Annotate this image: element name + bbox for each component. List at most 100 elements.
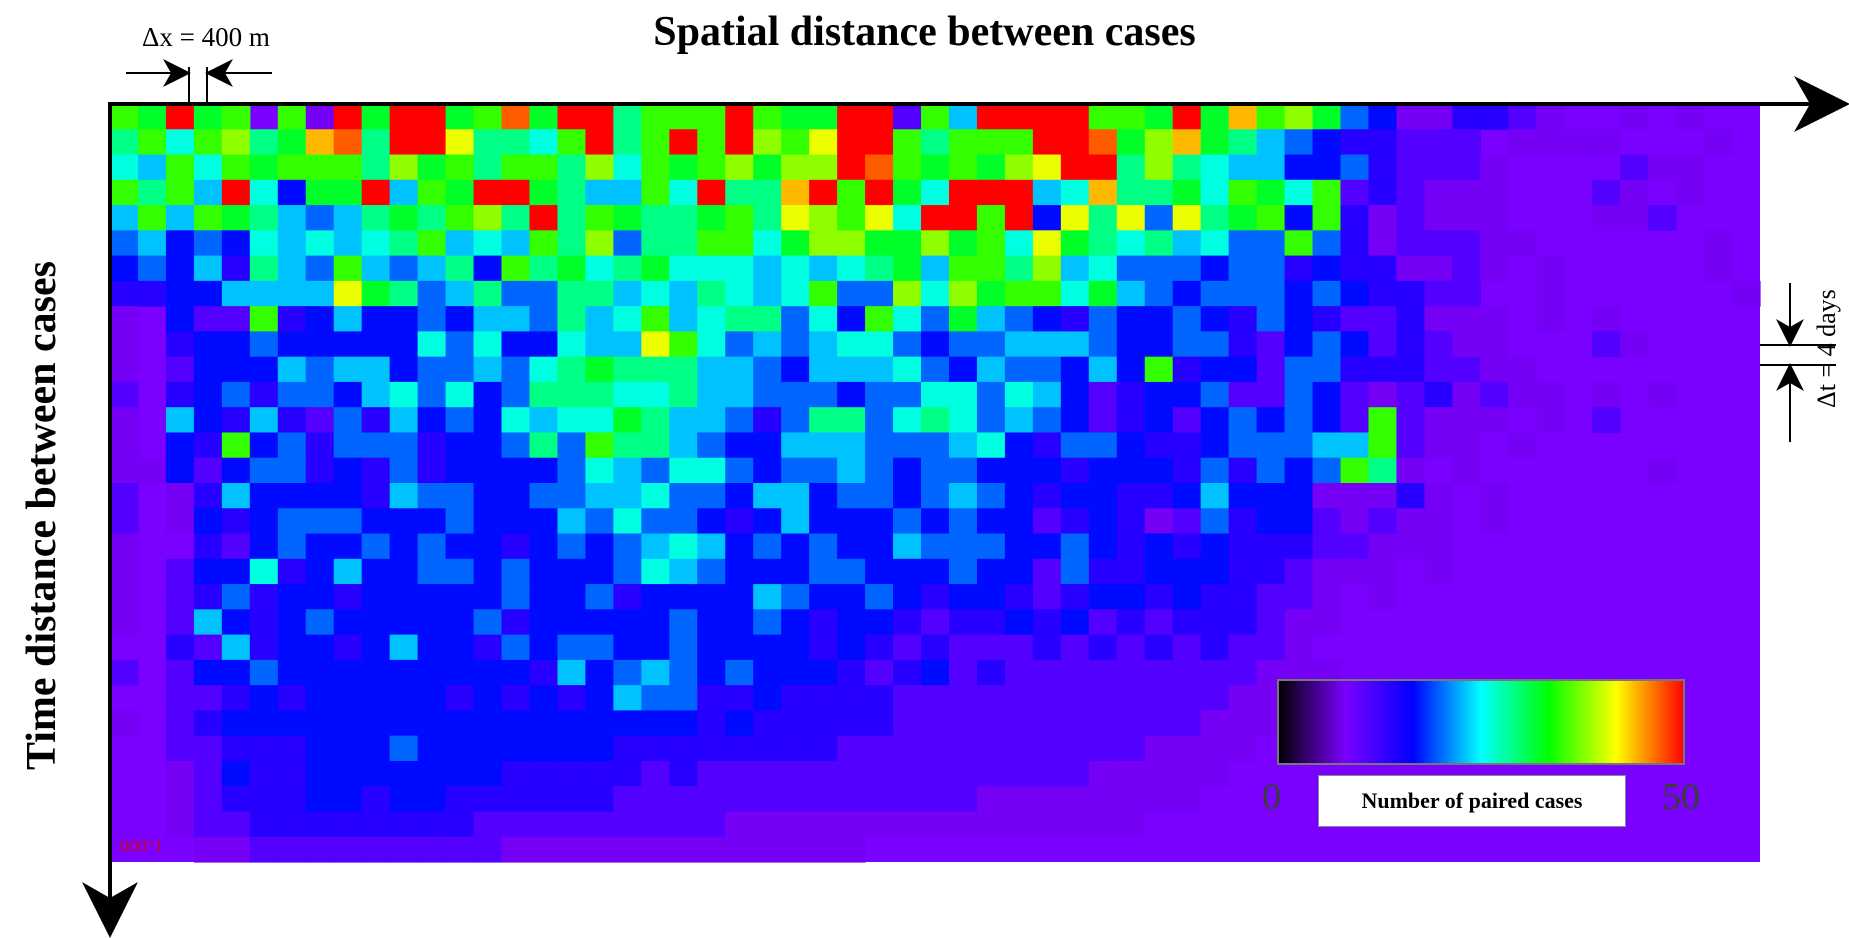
heatmap-cell bbox=[249, 483, 279, 509]
heatmap-cell bbox=[333, 280, 363, 307]
heatmap-cell bbox=[585, 280, 614, 307]
heatmap-cell bbox=[725, 129, 754, 156]
heatmap-cell bbox=[277, 710, 307, 737]
heatmap-cell bbox=[1228, 280, 1258, 307]
heatmap-cell bbox=[1396, 129, 1426, 156]
heatmap-cell bbox=[389, 255, 419, 282]
heatmap-cell bbox=[1004, 483, 1034, 509]
heatmap-cell bbox=[333, 760, 363, 787]
heatmap-cell bbox=[1088, 508, 1118, 535]
heatmap-cell bbox=[1284, 255, 1314, 282]
heatmap-cell bbox=[529, 483, 559, 509]
heatmap-cell bbox=[1032, 558, 1062, 585]
heatmap-cell bbox=[557, 659, 587, 686]
heatmap-cell bbox=[948, 356, 978, 383]
heatmap-cell bbox=[865, 154, 894, 181]
heatmap-cell bbox=[305, 659, 335, 686]
heatmap-cell bbox=[361, 381, 391, 408]
heatmap-cell bbox=[613, 584, 642, 610]
heatmap-cell bbox=[1144, 432, 1174, 459]
heatmap-cell bbox=[697, 457, 726, 484]
heatmap-cell bbox=[1032, 154, 1062, 181]
heatmap-cell bbox=[1088, 710, 1118, 737]
heatmap-cell bbox=[221, 230, 251, 257]
heatmap-cell bbox=[1032, 280, 1062, 307]
heatmap-cell bbox=[557, 205, 587, 231]
heatmap-cell bbox=[725, 786, 754, 813]
heatmap-cell bbox=[893, 179, 922, 206]
heatmap-cell bbox=[1256, 609, 1286, 636]
heatmap-cell bbox=[837, 659, 866, 686]
heatmap-cell bbox=[1004, 760, 1034, 787]
heatmap-cell bbox=[1480, 306, 1509, 332]
heatmap-cell bbox=[1368, 381, 1398, 408]
heatmap-cell bbox=[165, 786, 195, 813]
heatmap-cell bbox=[1144, 659, 1174, 686]
heatmap-cell bbox=[753, 584, 782, 610]
heatmap-cell bbox=[1732, 280, 1761, 307]
heatmap-cell bbox=[1312, 457, 1342, 484]
heatmap-cell bbox=[249, 255, 279, 282]
heatmap-cell bbox=[110, 154, 139, 181]
heatmap-cell bbox=[948, 255, 978, 282]
colorbar-label: Number of paired cases bbox=[1318, 775, 1626, 827]
heatmap-cell bbox=[1004, 710, 1034, 737]
heatmap-cell bbox=[417, 255, 447, 282]
heatmap-cell bbox=[1228, 331, 1258, 358]
heatmap-cell bbox=[473, 432, 503, 459]
heatmap-cell bbox=[669, 280, 698, 307]
heatmap-cell bbox=[1368, 154, 1398, 181]
heatmap-cell bbox=[753, 457, 782, 484]
heatmap-cell bbox=[753, 154, 782, 181]
heatmap-cell bbox=[1060, 179, 1090, 206]
heatmap-cell bbox=[1228, 104, 1258, 130]
heatmap-cell bbox=[837, 836, 866, 863]
heatmap-cell bbox=[249, 129, 279, 156]
heatmap-cell bbox=[389, 508, 419, 535]
heatmap-cell bbox=[921, 634, 950, 661]
heatmap-cell bbox=[613, 104, 642, 130]
heatmap-cell bbox=[1368, 432, 1398, 459]
heatmap-cell bbox=[781, 356, 810, 383]
heatmap-cell bbox=[641, 508, 670, 535]
heatmap-cell bbox=[445, 230, 475, 257]
heatmap-cell bbox=[389, 457, 419, 484]
heatmap-cell bbox=[1396, 255, 1426, 282]
heatmap-cell bbox=[753, 205, 782, 231]
heatmap-cell bbox=[1116, 558, 1146, 585]
heatmap-cell bbox=[641, 457, 670, 484]
heatmap-cell bbox=[921, 280, 950, 307]
heatmap-cell bbox=[697, 609, 726, 636]
heatmap-cell bbox=[641, 735, 670, 762]
heatmap-cell bbox=[277, 508, 307, 535]
heatmap-cell bbox=[641, 760, 670, 787]
heatmap-cell bbox=[249, 634, 279, 661]
heatmap-cell bbox=[305, 179, 335, 206]
heatmap-cell bbox=[585, 483, 614, 509]
heatmap-cell bbox=[1200, 154, 1230, 181]
heatmap-cell bbox=[921, 760, 950, 787]
heatmap-cell bbox=[669, 407, 698, 434]
heatmap-cell bbox=[948, 129, 978, 156]
heatmap-cell bbox=[1284, 306, 1314, 332]
heatmap-cell bbox=[1032, 508, 1062, 535]
heatmap-cell bbox=[277, 609, 307, 636]
heatmap-cell bbox=[1396, 533, 1426, 560]
heatmap-cell bbox=[473, 836, 503, 863]
heatmap-cell bbox=[697, 558, 726, 585]
heatmap-cell bbox=[809, 508, 838, 535]
heatmap-cell bbox=[193, 356, 223, 383]
heatmap-cell bbox=[613, 306, 642, 332]
heatmap-cell bbox=[669, 104, 698, 130]
heatmap-cell bbox=[557, 584, 587, 610]
heatmap-cell bbox=[1144, 280, 1174, 307]
heatmap-cell bbox=[557, 786, 587, 813]
heatmap-cell bbox=[1200, 407, 1230, 434]
heatmap-cell bbox=[333, 710, 363, 737]
heatmap-cell bbox=[557, 634, 587, 661]
heatmap-cell bbox=[277, 331, 307, 358]
heatmap-cell bbox=[110, 710, 139, 737]
heatmap-cell bbox=[333, 558, 363, 585]
heatmap-cell bbox=[277, 634, 307, 661]
heatmap-cell bbox=[809, 483, 838, 509]
